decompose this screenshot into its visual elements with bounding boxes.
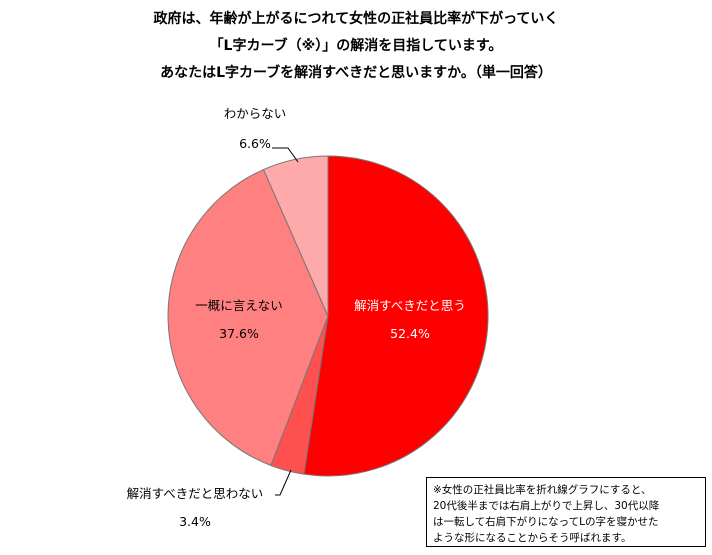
- title-line-3: あなたはL字カーブを解消すべきだと思いますか。（単一回答）: [160, 65, 552, 81]
- footnote-box: ※女性の正社員比率を折れ線グラフにすると、 20代後半までは右肩上がりで上昇し、…: [426, 477, 706, 547]
- slice-label-should-resolve: 解消すべきだと思う: [354, 298, 466, 313]
- footnote-line-2: 20代後半までは右肩上がりで上昇し、30代以降: [433, 500, 660, 512]
- footnote-line-3: は一転して右肩下がりになってLの字を寝かせた: [433, 516, 659, 528]
- slice-cannot-say: [167, 168, 329, 467]
- leader-line-dont-know: [272, 147, 299, 163]
- slice-dont-know: [262, 155, 329, 317]
- slice-label-should-not: 解消すべきだと思わない: [127, 486, 264, 501]
- slice-label-dont-know: わからない: [224, 106, 287, 121]
- slice-value-should-resolve: 52.4%: [390, 326, 430, 341]
- chart-title: 政府は、年齢が上がるにつれて女性の正社員比率が下がっていく 「L字カーブ（※）」…: [0, 6, 712, 87]
- slice-should-resolve: [303, 155, 489, 477]
- footnote-line-4: ような形になることからそう呼ばれます。: [433, 532, 632, 544]
- slice-value-cannot-say: 37.6%: [219, 326, 259, 341]
- title-line-2: 「L字カーブ（※）」の解消を目指しています。: [209, 38, 503, 54]
- leader-line-should-not: [275, 469, 292, 496]
- slice-label-cannot-say: 一概に言えない: [195, 298, 283, 313]
- title-line-1: 政府は、年齢が上がるにつれて女性の正社員比率が下がっていく: [153, 11, 559, 27]
- slice-value-dont-know: 6.6%: [239, 136, 271, 151]
- footnote-line-1: ※女性の正社員比率を折れ線グラフにすると、: [433, 484, 652, 496]
- slice-value-should-not: 3.4%: [179, 514, 211, 529]
